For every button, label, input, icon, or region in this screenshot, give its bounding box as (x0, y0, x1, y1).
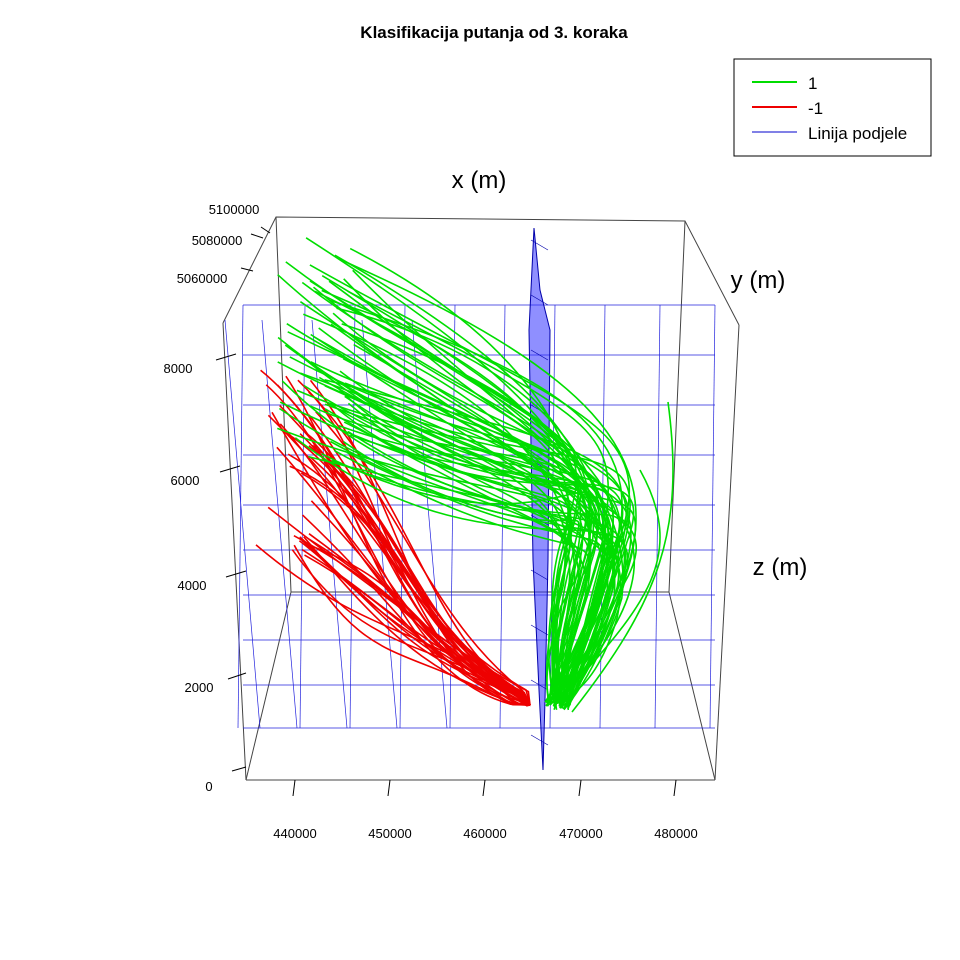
trajectory-minus1-34 (299, 537, 531, 707)
z-tick-label-4: 8000 (164, 361, 193, 376)
trajectory-1-53 (303, 357, 566, 706)
trajectory-1-56 (328, 280, 578, 708)
trajectory-1-62 (308, 455, 622, 703)
x-tick-mark-2 (482, 779, 486, 797)
legend-label-plane: Linija podjele (808, 124, 907, 143)
dividing-plane-mesh-6 (530, 569, 549, 581)
box-frame (222, 216, 740, 781)
dividing-plane-mesh-8 (530, 679, 549, 691)
trajectory-minus1-17 (285, 375, 531, 706)
trajectory-1-66 (310, 405, 610, 709)
box-right-edge (714, 324, 740, 781)
x-tick-label-2: 460000 (463, 826, 506, 841)
grid-f-3 (361, 319, 398, 729)
x-tick-label-3: 470000 (559, 826, 602, 841)
dividing-plane-mesh-0 (530, 239, 549, 251)
x-tick-mark-3 (578, 779, 582, 797)
trajectory-1-63 (321, 289, 592, 701)
x-tick-mark-0 (292, 779, 296, 797)
box-floor-right (668, 591, 716, 781)
z-tick-mark-3 (219, 465, 241, 473)
trajectory-1-46 (285, 261, 591, 706)
trajectory-1-49 (349, 247, 582, 706)
x-axis-label: x (m) (452, 167, 507, 194)
grid-v-0 (237, 304, 244, 729)
grid-f-2 (311, 319, 348, 729)
y-tick-mark-0 (240, 267, 254, 272)
x-tick-label-0: 440000 (273, 826, 316, 841)
trajectory-1-64 (347, 402, 616, 705)
z-tick-mark-4 (215, 353, 237, 361)
y-tick-mark-2 (260, 226, 271, 234)
trajectory-1-43 (277, 361, 631, 710)
legend: 1 -1 Linija podjele (733, 58, 932, 157)
x-tick-mark-4 (673, 779, 677, 797)
y-tick-mark-1 (250, 233, 264, 239)
trajectory-1-54 (289, 356, 579, 708)
z-tick-mark-0 (231, 766, 247, 772)
z-axis-label: z (m) (753, 554, 808, 581)
box-floor-left (245, 591, 292, 781)
trajectory-1-31 (324, 408, 582, 701)
legend-label-minus1: -1 (808, 99, 823, 118)
z-tick-label-1: 2000 (185, 680, 214, 695)
x-tick-label-4: 480000 (654, 826, 697, 841)
box-left-edge (222, 322, 247, 781)
trajectory-minus1-27 (291, 549, 531, 706)
y-axis-ticks: 5060000 5080000 5100000 (177, 202, 271, 286)
z-tick-mark-2 (225, 570, 247, 578)
trajectory-1-69 (344, 395, 614, 703)
series-minus1 (255, 369, 531, 707)
trajectory-minus1-24 (267, 506, 531, 706)
grid-v-9 (709, 304, 716, 729)
z-tick-mark-1 (227, 672, 247, 680)
y-axis-label: y (m) (731, 267, 786, 294)
grid-f-1 (261, 319, 298, 729)
z-axis-ticks: 0 2000 4000 6000 8000 (164, 353, 247, 794)
z-tick-label-2: 4000 (178, 578, 207, 593)
grid-f-0 (224, 319, 261, 729)
dividing-plane-mesh-1 (530, 294, 549, 306)
trajectory-1-67 (347, 430, 623, 708)
trajectory-1-extra-2 (549, 499, 635, 706)
trajectory-1-5 (343, 278, 621, 703)
x-axis-ticks: 440000 450000 460000 470000 480000 (273, 779, 698, 841)
trajectory-1-extra-1 (559, 469, 661, 701)
x-tick-mark-1 (387, 779, 391, 797)
dividing-plane-mesh-9 (530, 734, 549, 746)
trajectory-1-extra-0 (571, 401, 674, 713)
z-tick-label-3: 6000 (171, 473, 200, 488)
trajectory-minus1-33 (276, 446, 531, 706)
dividing-plane-mesh-2 (530, 349, 549, 361)
y-tick-label-2: 5100000 (209, 202, 260, 217)
y-tick-label-0: 5060000 (177, 271, 228, 286)
trajectory-1-33 (334, 254, 593, 711)
dividing-plane-mesh-7 (530, 624, 549, 636)
x-tick-label-1: 450000 (368, 826, 411, 841)
trajectory-1-36 (284, 344, 601, 707)
trajectory-minus1-38 (279, 405, 531, 706)
y-tick-label-1: 5080000 (192, 233, 243, 248)
trajectory-1-59 (277, 336, 609, 705)
grid-v-2 (349, 304, 356, 729)
legend-label-1: 1 (808, 74, 817, 93)
trajectory-minus1-15 (293, 544, 531, 706)
chart-title: Klasifikacija putanja od 3. koraka (360, 23, 628, 42)
trajectory-1-50 (352, 269, 604, 708)
series-1 (277, 237, 674, 713)
grid-v-5 (499, 304, 506, 729)
trajectory-minus1-35 (276, 384, 531, 706)
z-tick-label-0: 0 (205, 779, 212, 794)
box-back-top (222, 216, 740, 326)
